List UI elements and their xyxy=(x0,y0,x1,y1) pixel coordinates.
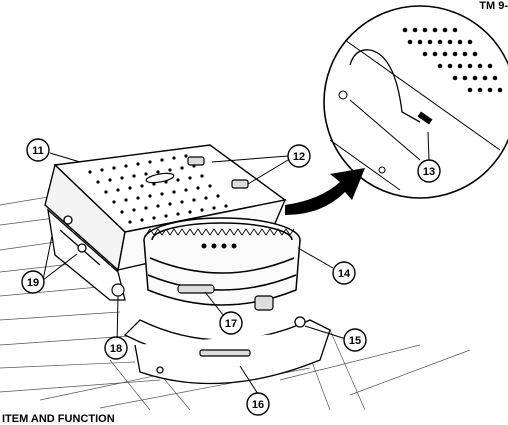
callout-19-label: 19 xyxy=(27,277,39,289)
callout-14: 14 xyxy=(332,261,356,285)
ring-holes xyxy=(201,243,237,249)
tm-header: TM 9- xyxy=(479,0,508,12)
callout-11-label: 11 xyxy=(32,145,44,157)
inset-detail xyxy=(323,5,508,199)
callout-15: 15 xyxy=(343,328,367,352)
callout-14-label: 14 xyxy=(338,268,351,280)
callout-12-label: 12 xyxy=(293,151,305,163)
callout-16: 16 xyxy=(246,392,270,416)
item-function-heading: ITEM AND FUNCTION xyxy=(2,414,115,425)
callout-18-label: 18 xyxy=(110,343,122,355)
callout-17-label: 17 xyxy=(225,318,237,330)
callout-18: 18 xyxy=(104,336,128,360)
detail-arrow xyxy=(285,168,365,215)
base-plate xyxy=(123,316,332,385)
lanyard-pin xyxy=(417,111,433,125)
callout-13: 13 xyxy=(417,159,441,183)
callout-17: 17 xyxy=(219,311,243,335)
seat-handle-slot xyxy=(145,172,175,184)
clamp-hardware xyxy=(111,283,274,357)
seat-box-perforations xyxy=(88,154,228,224)
callout-13-label: 13 xyxy=(423,166,435,178)
callout-15-label: 15 xyxy=(349,335,361,347)
callout-16-label: 16 xyxy=(252,399,264,411)
callout-19: 19 xyxy=(21,270,45,294)
floor-deck xyxy=(0,194,471,411)
callout-12: 12 xyxy=(287,144,311,168)
seat-latches xyxy=(187,156,249,189)
ring-serrations xyxy=(145,228,295,236)
callout-11: 11 xyxy=(26,138,50,162)
lanyard-cable xyxy=(349,49,421,123)
